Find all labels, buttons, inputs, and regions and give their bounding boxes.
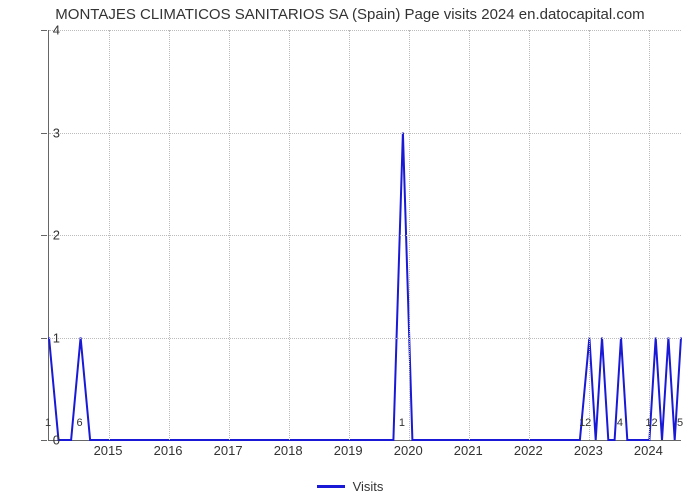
x-axis-label: 2021: [454, 443, 483, 458]
gridline-v: [529, 30, 530, 440]
x-axis-label: 2019: [334, 443, 363, 458]
legend-item-visits: Visits: [317, 479, 384, 494]
x-axis-label: 2022: [514, 443, 543, 458]
x-axis-label: 2016: [154, 443, 183, 458]
gridline-v: [649, 30, 650, 440]
x-minor-label: 4: [617, 417, 623, 429]
gridline-h: [49, 235, 681, 236]
gridline-h: [49, 30, 681, 31]
chart-container: MONTAJES CLIMATICOS SANITARIOS SA (Spain…: [0, 0, 700, 500]
gridline-v: [469, 30, 470, 440]
gridline-v: [169, 30, 170, 440]
gridline-v: [289, 30, 290, 440]
x-minor-label: 12: [579, 417, 591, 429]
x-minor-label: 1: [45, 417, 51, 429]
y-axis-label: 3: [30, 125, 60, 140]
y-axis-label: 0: [30, 433, 60, 448]
gridline-v: [109, 30, 110, 440]
x-axis-label: 2018: [274, 443, 303, 458]
x-axis-label: 2020: [394, 443, 423, 458]
x-minor-label: 5: [677, 417, 683, 429]
visits-line: [49, 133, 681, 441]
y-axis-label: 4: [30, 23, 60, 38]
legend-swatch: [317, 485, 345, 488]
x-minor-label: 6: [77, 417, 83, 429]
x-minor-label: 12: [645, 417, 657, 429]
y-axis-label: 2: [30, 228, 60, 243]
legend-label: Visits: [353, 479, 384, 494]
chart-title: MONTAJES CLIMATICOS SANITARIOS SA (Spain…: [0, 0, 700, 30]
legend: Visits: [0, 475, 700, 494]
x-axis-label: 2023: [574, 443, 603, 458]
x-axis-label: 2017: [214, 443, 243, 458]
plot-area: [48, 30, 681, 441]
gridline-v: [589, 30, 590, 440]
gridline-v: [409, 30, 410, 440]
x-minor-label: 1: [399, 417, 405, 429]
gridline-v: [349, 30, 350, 440]
y-axis-label: 1: [30, 330, 60, 345]
x-axis-label: 2015: [94, 443, 123, 458]
gridline-h: [49, 338, 681, 339]
gridline-v: [229, 30, 230, 440]
x-axis-label: 2024: [634, 443, 663, 458]
gridline-h: [49, 133, 681, 134]
